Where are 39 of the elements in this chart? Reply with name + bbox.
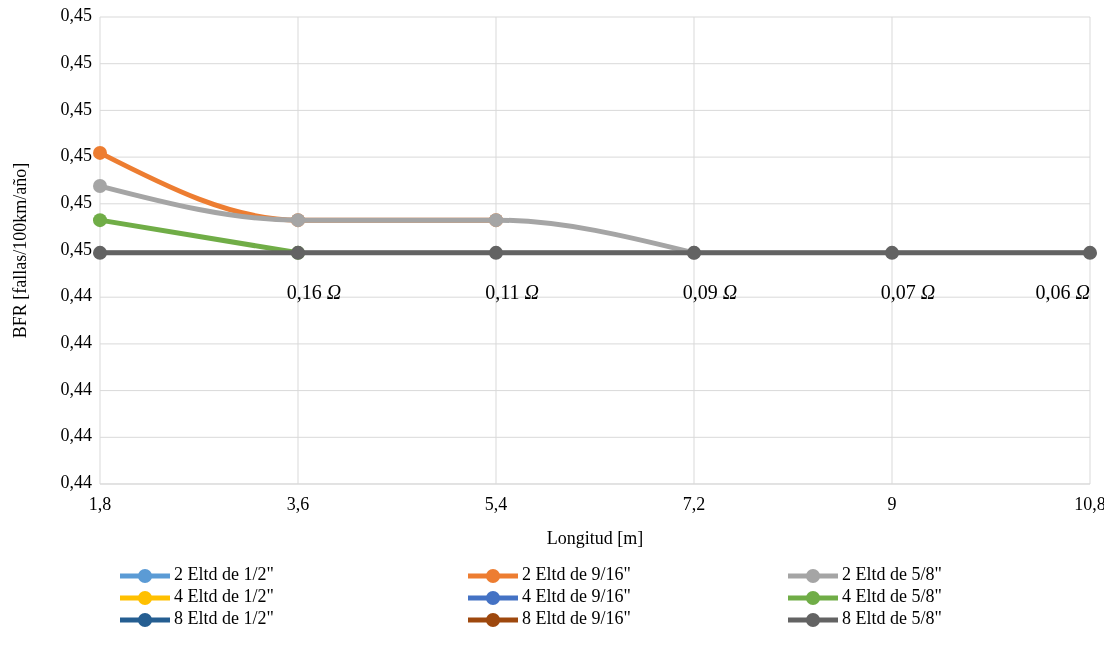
annotation: 0,11 Ω	[485, 280, 539, 303]
point	[489, 245, 503, 260]
x-tick-label: 1,8	[88, 494, 112, 514]
annotation: 0,06 Ω	[1035, 280, 1090, 303]
y-tick-label: 0,45	[60, 98, 92, 119]
x-tick-label: 3,6	[286, 494, 310, 514]
legend-label: 8 Eltd de 5/8"	[842, 608, 942, 629]
y-tick-label: 0,45	[60, 51, 92, 72]
annotation: 0,07 Ω	[880, 280, 936, 303]
legend-label: 2 Eltd de 9/16"	[522, 564, 631, 585]
x-tick-label: 5,4	[484, 494, 508, 514]
point	[1083, 245, 1097, 260]
annotation: 0,09 Ω	[682, 280, 738, 303]
point	[885, 245, 899, 260]
legend-label: 8 Eltd de 1/2"	[174, 608, 274, 629]
point	[93, 245, 107, 260]
legend-label: 2 Eltd de 1/2"	[174, 564, 274, 585]
legend-label: 4 Eltd de 9/16"	[522, 586, 631, 607]
x-tick-label: 9	[887, 494, 897, 514]
legend-label: 4 Eltd de 5/8"	[842, 586, 942, 607]
legend-label: 4 Eltd de 1/2"	[174, 586, 274, 607]
point	[93, 179, 107, 194]
y-tick-label: 0,44	[60, 472, 92, 493]
y-tick-label: 0,45	[60, 238, 92, 259]
annotation: 0,16 Ω	[286, 280, 342, 303]
y-tick-label: 0,45	[60, 191, 92, 212]
y-tick-label: 0,45	[60, 145, 92, 166]
y-tick-label: 0,44	[60, 425, 92, 446]
legend-label: 2 Eltd de 5/8"	[842, 564, 942, 585]
y-axis-title: BFR [fallas/100km/año]	[10, 162, 31, 339]
legend-label: 8 Eltd de 9/16"	[522, 608, 631, 629]
y-tick-label: 0,45	[60, 5, 92, 26]
x-tick-label: 7,2	[682, 494, 706, 514]
y-tick-label: 0,44	[60, 285, 92, 306]
y-tick-label: 0,44	[60, 332, 92, 353]
y-tick-label: 0,44	[60, 378, 92, 399]
point	[93, 213, 107, 228]
point	[93, 145, 107, 160]
x-axis-title: Longitud [m]	[546, 528, 644, 548]
